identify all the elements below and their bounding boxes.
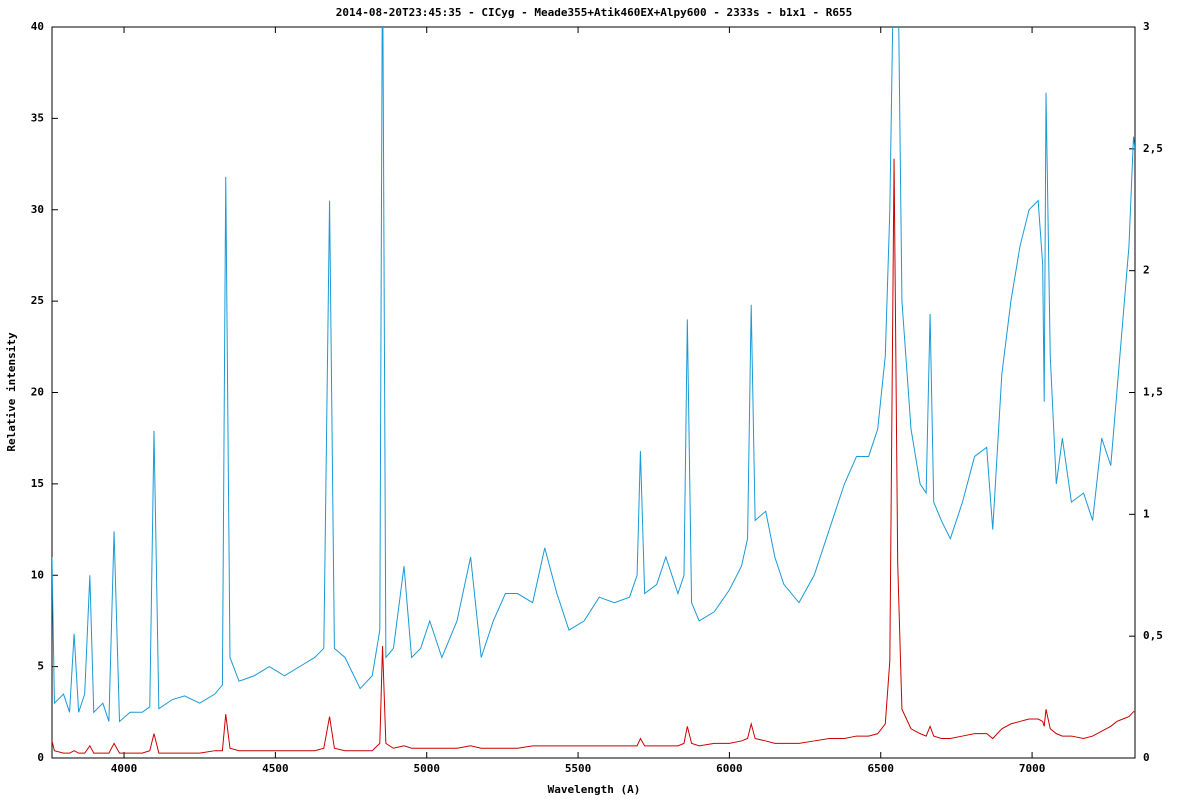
spectrum-line	[52, 158, 1135, 754]
spectrum-line	[52, 27, 1135, 723]
y-tick-label: 35	[31, 111, 44, 124]
x-tick-label: 6000	[716, 762, 743, 775]
y-tick-label: 10	[31, 568, 44, 581]
plot-area	[52, 27, 1135, 754]
x-axis-label: Wavelength (A)	[548, 783, 641, 796]
x-tick-label: 6500	[867, 762, 894, 775]
y-tick-label: 25	[31, 294, 44, 307]
y2-tick-label: 2	[1143, 264, 1150, 277]
y-tick-label: 5	[37, 660, 44, 673]
y2-tick-label: 1,5	[1143, 386, 1163, 399]
y-tick-label: 15	[31, 477, 44, 490]
y2-tick-label: 0	[1143, 751, 1150, 764]
y2-tick-label: 2,5	[1143, 142, 1163, 155]
y-tick-label: 0	[37, 751, 44, 764]
y-tick-label: 30	[31, 203, 44, 216]
x-tick-label: 5000	[413, 762, 440, 775]
x-tick-label: 4000	[111, 762, 138, 775]
y-axis-label: Relative intensity	[5, 332, 18, 452]
y2-tick-label: 3	[1143, 20, 1150, 33]
x-tick-label: 4500	[262, 762, 289, 775]
chart-title: 2014-08-20T23:45:35 - CICyg - Meade355+A…	[336, 6, 853, 19]
x-tick-label: 5500	[565, 762, 592, 775]
y2-tick-label: 0,5	[1143, 629, 1163, 642]
y-tick-label: 40	[31, 20, 44, 33]
y2-tick-label: 1	[1143, 507, 1150, 520]
y-tick-label: 20	[31, 386, 44, 399]
x-tick-label: 7000	[1019, 762, 1046, 775]
